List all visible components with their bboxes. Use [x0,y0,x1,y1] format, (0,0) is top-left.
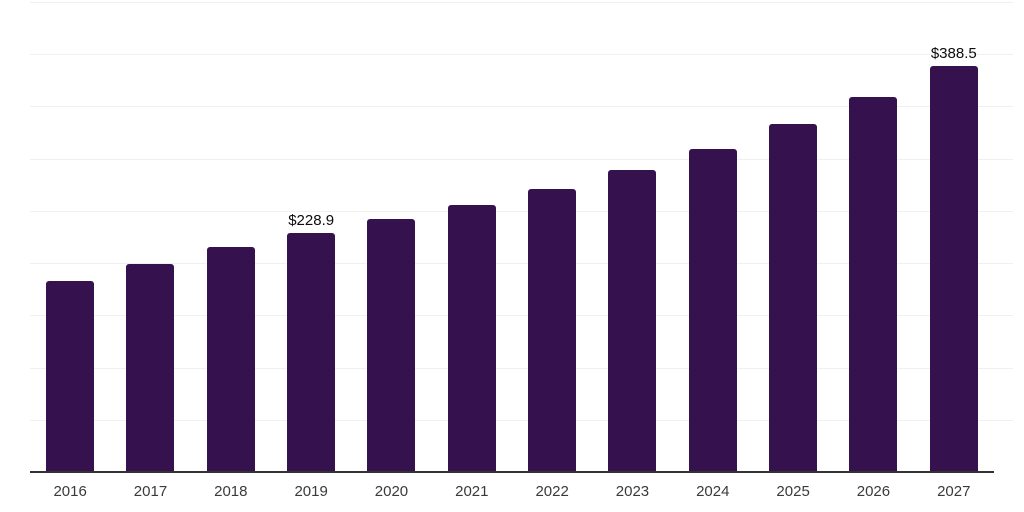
bar-2019 [287,232,336,472]
x-tick-label-2020: 2020 [374,483,409,500]
bar-slot-2016 [30,2,110,472]
gridlines [30,2,1013,472]
bars: $228.9 $388.5 [30,2,994,472]
bar-2021 [447,204,496,472]
x-tick-label-2017: 2017 [133,483,168,500]
bar-slot-2021 [432,2,512,472]
x-tick-label-2022: 2022 [535,483,569,500]
bar-slot-2024 [673,2,753,472]
bar-slot-2018 [191,2,271,472]
x-tick-label-2016: 2016 [53,483,87,500]
gridline [30,419,1013,421]
bar-2027 [929,66,978,472]
gridline [30,315,1013,317]
gridline [30,367,1013,369]
x-tick-label-2021: 2021 [455,483,489,500]
bar-slot-2023 [592,2,672,472]
bar-slot-2025 [753,2,833,472]
bar-slot-2019: $228.9 [271,2,351,472]
bar-2020 [367,219,416,472]
bar-slot-2017 [110,2,190,472]
plot-area: $228.9 $388.5 [30,2,1013,473]
bar-slot-2020 [351,2,431,472]
gridline [30,2,1013,3]
gridline [30,106,1013,108]
bar-2022 [528,188,577,472]
x-tick-label-2027: 2027 [937,483,971,500]
bar-slot-2022 [512,2,592,472]
bar-2016 [46,280,95,472]
x-tick-label-2023: 2023 [615,483,650,500]
bar-2017 [126,264,175,472]
x-axis: 2016 2017 2018 2019 2020 2021 2022 2023 2024 2025… [30,483,994,501]
gridline [30,54,1013,56]
x-tick-label-2019: 2019 [294,483,328,500]
bar-value-label-2027: $388.5 [930,45,977,63]
bar-slot-2026 [833,2,913,472]
bar-2023 [608,170,657,472]
bar-value-label-2019: $228.9 [288,211,335,229]
bar-2026 [849,97,898,472]
x-axis-line [30,471,994,473]
bar-2024 [688,149,737,472]
bar-2018 [206,247,255,472]
x-tick-label-2024: 2024 [696,483,730,500]
gridline [30,210,1013,212]
x-tick-label-2025: 2025 [776,483,810,500]
gridline [30,263,1013,265]
x-tick-label-2018: 2018 [214,483,248,500]
bar-slot-2027: $388.5 [914,2,994,472]
x-tick-label-2026: 2026 [856,483,891,500]
bar-2025 [769,124,818,472]
gridline [30,158,1013,160]
